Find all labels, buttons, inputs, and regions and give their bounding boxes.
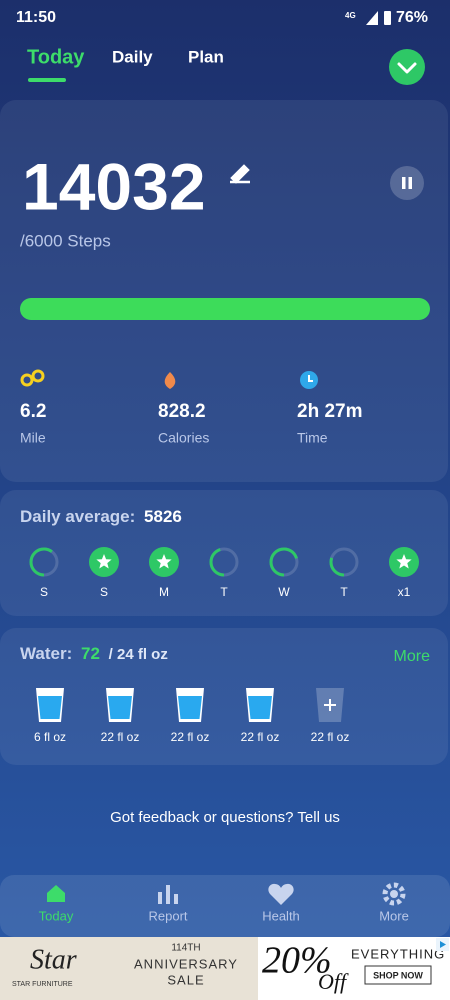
time-icon — [300, 371, 318, 389]
day-label: W — [278, 585, 290, 599]
cup-water — [38, 696, 62, 719]
cup-water — [108, 696, 132, 719]
calories-icon — [164, 372, 176, 389]
water-value: 72 — [81, 644, 100, 663]
day-star — [396, 554, 412, 569]
ad-discount: 20% — [262, 940, 332, 982]
ad-brand: Star — [30, 944, 77, 975]
status-network: 4G — [345, 11, 356, 20]
steps-card — [0, 100, 448, 482]
nav-icon — [158, 885, 178, 904]
water-label: Water: — [20, 644, 72, 663]
day-star — [96, 554, 112, 569]
nav-icon — [47, 885, 65, 902]
progress-bar — [20, 298, 430, 320]
day-progress — [269, 547, 299, 577]
cup-water — [248, 696, 272, 719]
battery-icon — [384, 11, 391, 25]
nav-bar — [0, 875, 450, 937]
daily-card — [0, 490, 448, 616]
day-star — [156, 554, 172, 569]
tab-indicator — [28, 78, 66, 82]
day-label: S — [40, 585, 48, 599]
cup-add — [324, 699, 336, 711]
ad-event: SALE — [167, 972, 204, 987]
ad-offer: EVERYTHING — [351, 946, 445, 961]
day-label: T — [220, 585, 228, 599]
ad-event-number: 114TH — [171, 943, 200, 954]
step-count: 14032 — [22, 149, 206, 223]
ad-discount-suffix: Off — [318, 969, 349, 994]
nav-item[interactable]: Health — [262, 908, 300, 923]
water-card — [0, 628, 448, 765]
cup-label: 22 fl oz — [101, 730, 140, 744]
cup-water — [178, 696, 202, 719]
tab[interactable]: Daily — [112, 47, 153, 66]
stat-value: 2h 27m — [297, 401, 362, 422]
ad-button: SHOP NOW — [373, 970, 423, 980]
daily-average: Daily average: 5826 — [20, 507, 182, 526]
day-label: M — [159, 585, 169, 599]
stat-label: Mile — [20, 430, 46, 446]
daily-average-value: 5826 — [144, 507, 182, 526]
distance-icon — [20, 373, 34, 387]
stat-value: 6.2 — [20, 401, 46, 422]
ad-event: ANNIVERSARY — [134, 956, 238, 971]
water-goal: / 24 fl oz — [109, 646, 168, 663]
day-progress — [329, 547, 359, 577]
stat-label: Time — [297, 430, 328, 446]
feedback-link[interactable]: Got feedback or questions? Tell us — [110, 809, 340, 826]
nav-item[interactable]: More — [379, 908, 409, 923]
status-time: 11:50 — [16, 9, 56, 26]
ad-banner[interactable]: Star STAR FURNITURE 114TH ANNIVERSARY SA… — [0, 937, 450, 1000]
day-label: S — [100, 585, 108, 599]
stat-value: 828.2 — [158, 401, 206, 422]
pause-button[interactable] — [390, 166, 424, 200]
cup-label: 22 fl oz — [311, 730, 350, 744]
stat-label: Calories — [158, 430, 209, 446]
water: Water: 72 / 24 fl oz — [20, 644, 168, 663]
edit-icon[interactable] — [230, 164, 250, 184]
step-goal: /6000 Steps — [20, 231, 111, 250]
signal-icon — [366, 11, 378, 25]
nav-icon — [268, 883, 294, 905]
water-more[interactable]: More — [394, 648, 431, 665]
day-label: T — [340, 585, 348, 599]
nav-item[interactable]: Today — [39, 908, 74, 923]
tab[interactable]: Plan — [188, 47, 224, 66]
cup-list: 6 fl oz 22 fl oz 22 fl oz 22 fl oz 22 fl oz — [34, 688, 349, 744]
day-label: x1 — [398, 585, 411, 599]
status-battery: 76% — [396, 9, 428, 26]
ad-brand-sub: STAR FURNITURE — [12, 981, 73, 988]
dropdown-button[interactable] — [389, 49, 425, 85]
daily-average-label: Daily average: — [20, 507, 135, 526]
tab[interactable]: Today — [27, 46, 85, 68]
cup-label: 22 fl oz — [241, 730, 280, 744]
distance-icon — [31, 369, 45, 383]
day-progress — [29, 547, 59, 577]
cup-label: 6 fl oz — [34, 730, 66, 744]
cup-label: 22 fl oz — [171, 730, 210, 744]
day-progress — [209, 547, 239, 577]
nav-item[interactable]: Report — [148, 908, 187, 923]
nav-icon — [382, 882, 406, 906]
